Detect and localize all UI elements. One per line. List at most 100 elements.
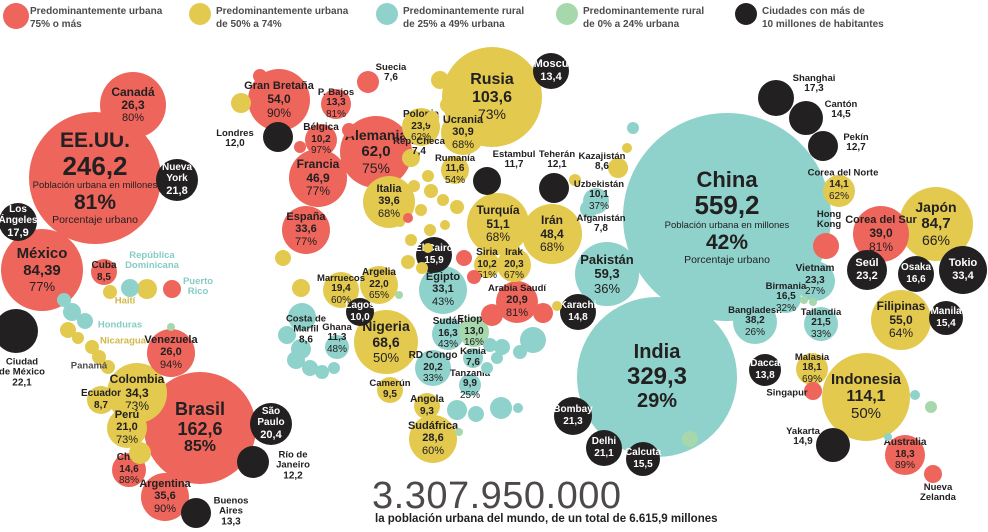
legend-label-line: Ciudades con más de xyxy=(762,5,865,17)
label-line: Polonia xyxy=(402,109,440,121)
label-line: Janeiro xyxy=(276,459,310,471)
bubble-estambul xyxy=(473,167,501,195)
label-line: Nicaragua xyxy=(100,335,146,347)
bubble-egipto: Egipto 33,1 43% xyxy=(419,266,467,314)
label-costa-de-marfil: Costa de Marfil 8,6 xyxy=(286,313,326,346)
label-line: Nueva xyxy=(161,161,192,173)
label-ghana: Ghana 11,3 48% xyxy=(322,322,352,356)
bubble-australia: Australia 18,3 89% xyxy=(884,435,927,475)
bubble-cuba: Cuba 8,5 xyxy=(91,259,117,285)
label-estambul: Estambul 11,7 xyxy=(493,149,536,171)
label-line: 89% xyxy=(894,460,915,472)
decor-bubble xyxy=(328,362,340,374)
label-line: 23,2 xyxy=(856,269,878,282)
label-corea-del-norte: 14,1 62% xyxy=(823,175,855,207)
label-line: Tokio xyxy=(948,256,978,269)
label-line: Turquía xyxy=(476,203,520,218)
label-line: 64% xyxy=(888,326,914,341)
decor-bubble xyxy=(292,279,310,297)
label-line: 22,1 xyxy=(12,377,32,389)
decor-bubble xyxy=(92,350,106,364)
label-rd-congo: RD Congo 20,2 33% xyxy=(409,350,458,386)
label-line: 37% xyxy=(588,200,609,212)
legend-label-line: 75% o más xyxy=(30,18,82,30)
label-line: 26% xyxy=(744,326,765,338)
label-line: 29% xyxy=(636,389,678,412)
label-line: Corea del Sur xyxy=(845,213,917,226)
bubble-osaka: Osaka 16,6 xyxy=(898,256,934,292)
label-line: 80% xyxy=(121,111,145,124)
decor-bubble xyxy=(422,170,434,182)
legend-label-2: Predominantemente rural de 25% a 49% urba… xyxy=(403,5,524,32)
label-line: 50% xyxy=(372,349,400,365)
label-line: Dacca xyxy=(750,358,780,369)
label-line: Japón xyxy=(915,199,957,216)
label-line: Londres xyxy=(216,127,254,139)
label-rumania: Rumanía 11,6 54% xyxy=(435,153,475,186)
bubble-rep-checa xyxy=(402,149,420,167)
label-line: 26,0 xyxy=(160,346,182,359)
label-line: 19,4 xyxy=(331,283,351,295)
label-line: 21,5 xyxy=(811,317,831,329)
decor-bubble xyxy=(231,93,251,113)
label-line: Seúl xyxy=(855,256,879,269)
label-uzbekistan: Uzbekistán 10,1 37% xyxy=(574,179,624,213)
label-line: Sudáfrica xyxy=(407,419,459,432)
bubble-londres xyxy=(263,122,293,152)
label-buenos-aires: Buenos Aires 13,3 xyxy=(214,495,249,528)
label-line: Ciudad xyxy=(5,355,39,367)
label-line: Argelia xyxy=(362,267,396,279)
bubble-rumania: Rumanía 11,6 54% xyxy=(435,153,475,186)
label-sudafrica: Sudáfrica 28,6 60% xyxy=(407,415,459,463)
label-india: India 329,3 29% xyxy=(577,297,737,457)
label-line: 20,9 xyxy=(506,294,528,307)
bubble-corea-del-norte: 14,1 62% xyxy=(823,175,855,207)
label-line: 68% xyxy=(485,230,511,245)
label-line: Corea del Norte xyxy=(807,167,879,179)
decor-bubble xyxy=(416,262,428,274)
label-line: Brasil xyxy=(174,398,226,419)
label-tokio: Tokio 33,4 xyxy=(939,246,987,294)
label-paises-bajos: P. Bajos 13,3 81% xyxy=(318,87,354,119)
decor-bubble xyxy=(450,200,464,214)
label-hong-kong: Hong Kong xyxy=(817,209,841,231)
bubble-nueva-york: Nueva York 21,8 xyxy=(156,159,198,201)
decor-bubble xyxy=(103,285,117,299)
label-line: 8,5 xyxy=(97,271,111,283)
bubble-yakarta xyxy=(816,428,850,462)
bubble-japon: Japón 84,7 66% xyxy=(899,187,973,261)
label-line: 54% xyxy=(444,174,465,186)
label-line: Kong xyxy=(816,219,842,231)
label-birmania: Birmania 16,5 32% xyxy=(766,281,807,313)
bubble-ghana xyxy=(325,335,349,359)
label-australia: Australia 18,3 89% xyxy=(884,435,927,475)
label-arabia-saudi: Arabia Saudí 20,9 81% xyxy=(488,281,546,323)
label-line: 68% xyxy=(377,207,401,220)
label-line: 60% xyxy=(330,294,351,306)
label-line: Alemania xyxy=(344,127,408,144)
label-line: Bombay xyxy=(553,404,593,415)
label-line: 62% xyxy=(828,190,849,202)
bubble-venezuela: Venezuela 26,0 94% xyxy=(144,329,198,377)
decor-bubble xyxy=(440,97,456,113)
label-line: 22,0 xyxy=(369,278,389,290)
label-line: 14,5 xyxy=(831,109,851,121)
legend-swatch-2 xyxy=(376,3,398,25)
label-line: 81% xyxy=(73,191,117,215)
label-sao-paulo: São Paulo 20,4 xyxy=(250,403,292,445)
bubble-pekin xyxy=(808,131,838,161)
label-line: 33% xyxy=(810,328,831,340)
label-line: 329,3 xyxy=(626,363,688,391)
label-line: 27% xyxy=(804,286,825,298)
label-line: 20,4 xyxy=(260,428,282,441)
label-line: Estambul xyxy=(492,148,536,160)
legend-label-line: 10 millones de habitantes xyxy=(762,18,884,30)
label-line: 55,0 xyxy=(889,312,913,327)
label-line: Pekín xyxy=(843,131,869,143)
label-line: Los xyxy=(9,203,27,215)
bubble-alemania: Alemania 62,0 75% xyxy=(340,116,412,188)
label-line: 21,0 xyxy=(116,421,138,434)
label-argentina: Argentina 35,6 90% xyxy=(139,473,190,521)
decor-bubble xyxy=(278,326,296,344)
